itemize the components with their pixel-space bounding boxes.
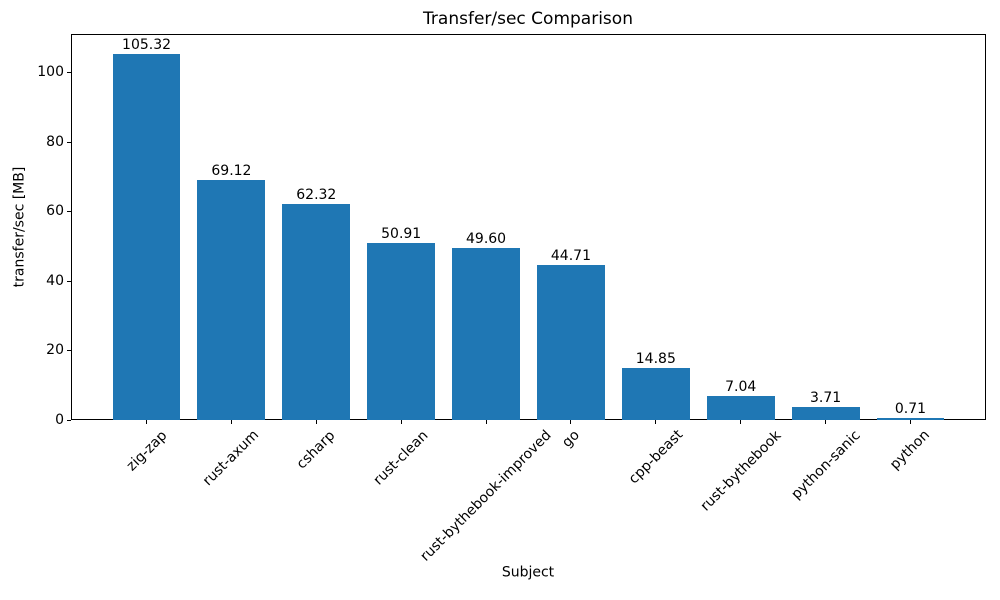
x-tick-mark (655, 420, 657, 424)
bar (197, 180, 266, 420)
y-tick-mark (67, 350, 71, 352)
bar (282, 203, 351, 420)
x-tick-label: rust-clean (370, 427, 432, 489)
x-axis-label: Subject (501, 564, 555, 581)
y-tick-mark (67, 419, 71, 421)
x-tick-label: python (887, 427, 934, 474)
bar (621, 368, 690, 420)
x-tick-label: csharp (293, 427, 339, 472)
x-tick-label: rust-bythebook (697, 427, 785, 515)
bar (452, 247, 520, 420)
y-tick-label: 40 (46, 272, 64, 289)
bar (876, 417, 945, 420)
y-tick-mark (67, 211, 71, 213)
bar-value-label: 44.71 (550, 247, 591, 264)
bar-value-label: 105.32 (122, 37, 172, 54)
bar-value-label: 7.04 (725, 378, 757, 395)
bar-value-label: 49.60 (466, 230, 507, 247)
x-tick-label: rust-axum (200, 427, 263, 490)
x-tick-label: zig-zap (123, 427, 170, 475)
x-tick-mark (825, 420, 827, 424)
y-tick-mark (67, 72, 71, 74)
x-tick-label: go (559, 427, 583, 451)
x-tick-mark (570, 420, 572, 424)
x-tick-label: rust-bythebook-improved (417, 427, 555, 565)
bar (706, 395, 775, 420)
y-tick-label: 20 (46, 342, 64, 359)
bar-value-label: 14.85 (635, 351, 676, 368)
y-tick-mark (67, 280, 71, 282)
y-tick-label: 0 (55, 411, 64, 428)
y-tick-label: 100 (37, 64, 64, 81)
bar-value-label: 62.32 (296, 186, 337, 203)
x-tick-label: python-sanic (787, 427, 864, 503)
bar-value-label: 0.71 (894, 400, 927, 417)
bar (791, 407, 860, 420)
y-axis-label: transfer/sec [MB] (11, 166, 28, 288)
chart-title: Transfer/sec Comparison (423, 9, 633, 29)
x-tick-mark (400, 420, 402, 424)
x-tick-mark (315, 420, 317, 424)
x-tick-mark (230, 420, 232, 424)
x-tick-label: cpp-beast (625, 427, 687, 488)
bar (536, 264, 605, 420)
x-tick-mark (909, 420, 911, 424)
y-tick-label: 80 (46, 133, 64, 150)
x-tick-mark (485, 420, 487, 424)
bar-value-label: 50.91 (381, 226, 422, 243)
y-tick-label: 60 (46, 203, 64, 220)
bar-value-label: 69.12 (211, 163, 252, 180)
bar (112, 54, 181, 420)
bar-value-label: 3.71 (809, 390, 842, 407)
x-tick-mark (740, 420, 742, 424)
bar (367, 243, 436, 420)
x-tick-mark (146, 420, 148, 424)
y-tick-mark (67, 141, 71, 143)
